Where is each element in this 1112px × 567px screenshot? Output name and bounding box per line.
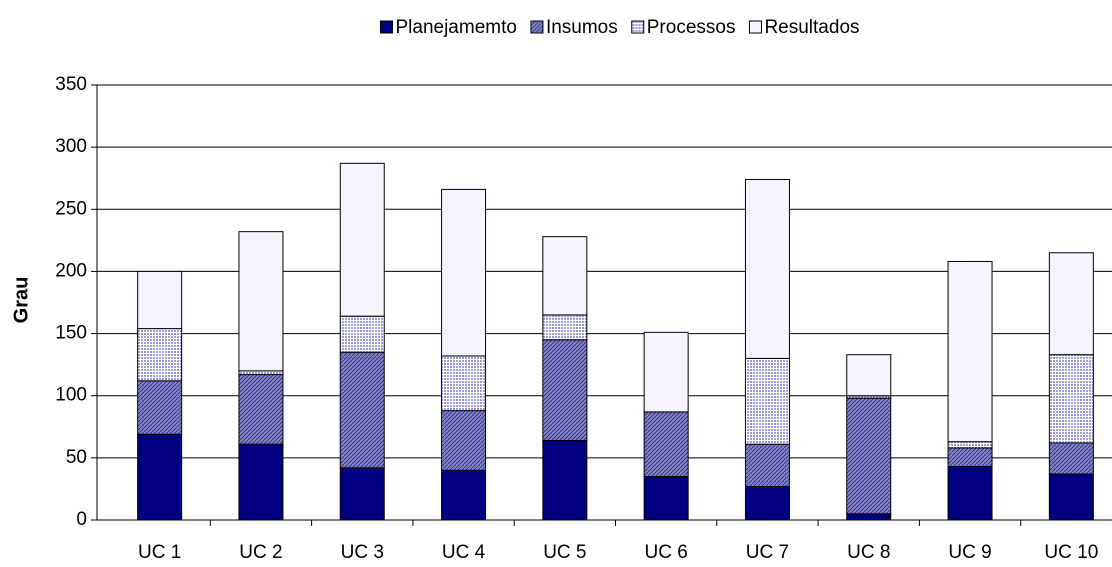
bar-segment <box>339 467 385 521</box>
bar-segment <box>542 236 588 316</box>
bar-segment <box>542 439 588 521</box>
bar-segment <box>643 476 689 521</box>
legend-swatch <box>379 20 393 34</box>
x-tick-label: UC 1 <box>138 542 181 563</box>
x-tick-label: UC 6 <box>645 542 688 563</box>
bar-segment <box>1048 252 1094 356</box>
bar-segment <box>441 355 487 412</box>
x-tick-label: UC 3 <box>341 542 384 563</box>
bar-segment <box>1048 473 1094 521</box>
bar-segment <box>238 374 284 445</box>
bar-segment <box>441 410 487 471</box>
bar-segment <box>441 188 487 357</box>
y-axis-label: Grau <box>10 277 32 324</box>
bar-segment <box>846 397 892 515</box>
bar-segment <box>238 231 284 372</box>
y-tick-label: 50 <box>66 447 87 468</box>
y-tick-label: 150 <box>55 323 87 344</box>
bar-segment <box>1048 354 1094 444</box>
bar-segment <box>643 331 689 413</box>
bar-segment <box>339 351 385 469</box>
x-tick-label: UC 10 <box>1044 542 1098 563</box>
bar-segment <box>947 466 993 521</box>
y-tick-label: 250 <box>55 198 87 219</box>
y-tick-label: 200 <box>55 260 87 281</box>
y-tick-label: 100 <box>55 385 87 406</box>
y-tick-label: 350 <box>55 74 87 95</box>
bar-segment <box>441 469 487 521</box>
x-tick-label: UC 8 <box>847 542 890 563</box>
x-tick-label: UC 5 <box>543 542 586 563</box>
y-tick-label: 300 <box>55 136 87 157</box>
x-tick-label: UC 2 <box>239 542 282 563</box>
bar-segment <box>137 328 183 382</box>
bar-segment <box>542 314 588 341</box>
x-tick-label: UC 9 <box>948 542 991 563</box>
bar-segment <box>137 380 183 435</box>
bar-segment <box>744 485 790 521</box>
legend-swatch <box>530 20 544 34</box>
legend-label: Planejamemto <box>395 17 516 38</box>
legend-swatch <box>631 20 645 34</box>
bar-segment <box>238 443 284 521</box>
legend-label: Insumos <box>546 17 618 38</box>
legend-swatch <box>748 20 762 34</box>
legend-label: Processos <box>647 17 736 38</box>
bar-segment <box>947 447 993 468</box>
bar-segment <box>137 433 183 521</box>
bar-segment <box>542 339 588 441</box>
x-tick-label: UC 4 <box>442 542 486 563</box>
bar-segment <box>846 354 892 397</box>
bar-segment <box>1048 442 1094 475</box>
bar-segment <box>339 315 385 353</box>
bar-segment <box>744 357 790 445</box>
bar-segment <box>744 443 790 487</box>
bar-segment <box>846 513 892 521</box>
legend: Planejamemto Insumos Processos Resultados <box>379 17 860 38</box>
legend-label: Resultados <box>764 17 859 38</box>
bar-segment <box>137 270 183 330</box>
bar-segment <box>643 411 689 477</box>
bar-segment <box>744 178 790 359</box>
y-tick-label: 0 <box>76 509 87 530</box>
x-tick-label: UC 7 <box>746 542 789 563</box>
bar-segment <box>947 260 993 443</box>
bar-segment <box>238 370 284 376</box>
bar-segment <box>947 441 993 449</box>
bar-segment <box>339 162 385 317</box>
